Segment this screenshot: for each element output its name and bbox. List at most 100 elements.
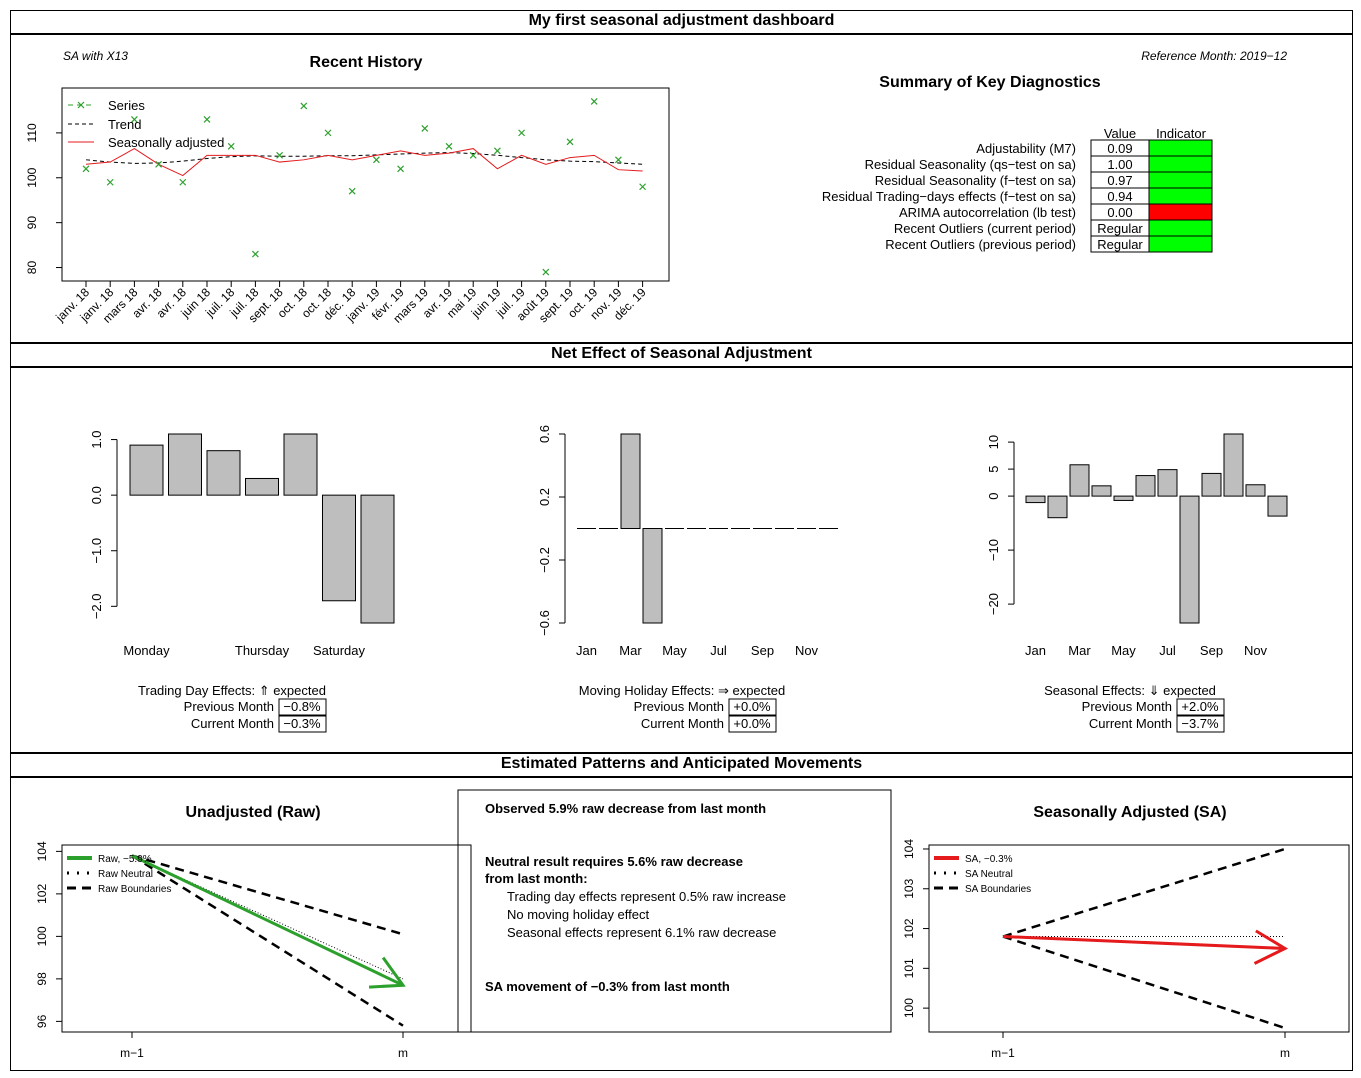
legend-entry: Seasonally adjusted bbox=[108, 135, 224, 150]
seasonal-curr-box bbox=[1176, 715, 1225, 733]
y-tick-label: 5 bbox=[986, 465, 1001, 472]
category-label: Thursday bbox=[235, 643, 290, 658]
y-tick-label: 90 bbox=[25, 216, 39, 230]
legend-entry: Trend bbox=[108, 117, 141, 132]
category-label: Nov bbox=[795, 643, 819, 658]
diagnostics-title: Summary of Key Diagnostics bbox=[879, 74, 1101, 91]
legend-entry: SA Boundaries bbox=[965, 884, 1031, 895]
bar bbox=[1025, 495, 1046, 504]
movement-arrow bbox=[131, 854, 404, 987]
series-point bbox=[276, 151, 284, 159]
plot-frame bbox=[61, 87, 670, 282]
y-tick-label: −0.6 bbox=[537, 610, 552, 636]
y-tick-label: 96 bbox=[35, 1014, 49, 1028]
trading-day-effects-label: Trading Day Effects: ⇑ expected bbox=[138, 683, 326, 698]
diagnostic-label: Residual Trading−days effects (f−test on… bbox=[822, 189, 1076, 204]
category-label: Sep bbox=[1200, 643, 1223, 658]
category-label: Jan bbox=[576, 643, 597, 658]
series-point bbox=[203, 115, 211, 123]
boundary-line-upper bbox=[131, 854, 404, 936]
summary-trading-day: Trading day effects represent 0.5% raw i… bbox=[507, 889, 786, 904]
series-point bbox=[469, 151, 477, 159]
series-point bbox=[130, 115, 138, 123]
series-point bbox=[614, 156, 622, 164]
col-value-header: Value bbox=[1104, 126, 1136, 141]
bar bbox=[206, 450, 241, 496]
series-point bbox=[324, 129, 332, 137]
moving-holiday-curr-box bbox=[728, 715, 777, 733]
x-tick-label: m bbox=[1280, 1046, 1290, 1060]
x-tick-label: m−1 bbox=[991, 1046, 1015, 1060]
diagnostic-value: Regular bbox=[1097, 221, 1143, 236]
diagnostic-indicator bbox=[1148, 139, 1213, 157]
legend-entry: SA Neutral bbox=[965, 869, 1013, 880]
y-tick-label: 100 bbox=[25, 167, 39, 187]
diagnostic-value: 1.00 bbox=[1107, 157, 1132, 172]
seasonal-prev-value: +2.0% bbox=[1181, 699, 1219, 714]
diagnostic-label: Residual Seasonality (f−test on sa) bbox=[875, 173, 1076, 188]
trading-day-curr-value: −0.3% bbox=[283, 716, 321, 731]
diagnostic-label: Residual Seasonality (qs−test on sa) bbox=[865, 157, 1076, 172]
legend-series-marker bbox=[77, 101, 85, 109]
category-label: Nov bbox=[1244, 643, 1268, 658]
y-tick-label: 102 bbox=[902, 918, 916, 938]
diagnostic-value: 0.94 bbox=[1107, 189, 1132, 204]
y-tick-label: 100 bbox=[35, 926, 49, 946]
bar bbox=[1135, 475, 1156, 497]
y-tick-label: 110 bbox=[25, 123, 39, 142]
bar bbox=[1157, 469, 1178, 497]
category-label: May bbox=[662, 643, 687, 658]
series-point bbox=[421, 124, 429, 132]
y-tick-label: −2.0 bbox=[89, 593, 104, 619]
summary-seasonal: Seasonal effects represent 6.1% raw decr… bbox=[507, 925, 776, 940]
series-point bbox=[518, 129, 526, 137]
bar bbox=[1113, 495, 1134, 501]
diagnostic-indicator bbox=[1148, 203, 1213, 221]
y-tick-label: 0.2 bbox=[537, 488, 552, 506]
trading-day-prev-value: −0.8% bbox=[283, 699, 321, 714]
net-effect-title: Net Effect of Seasonal Adjustment bbox=[551, 345, 812, 362]
seasonal-curr-label: Current Month bbox=[1089, 716, 1172, 731]
y-tick-label: −10 bbox=[986, 539, 1001, 561]
series-point bbox=[155, 160, 163, 168]
y-tick-label: 10 bbox=[986, 435, 1001, 449]
category-label: Jul bbox=[710, 643, 727, 658]
y-tick-label: 80 bbox=[25, 261, 39, 275]
category-label: Monday bbox=[123, 643, 170, 658]
trading-day-prev-label: Previous Month bbox=[184, 699, 274, 714]
bar bbox=[1201, 472, 1222, 497]
arrow-head bbox=[1253, 929, 1289, 965]
legend-entry: Series bbox=[108, 98, 145, 113]
summary-observed: Observed 5.9% raw decrease from last mon… bbox=[485, 801, 766, 816]
movement-arrow bbox=[1002, 935, 1286, 950]
top-panel bbox=[10, 33, 1353, 344]
y-tick-label: 103 bbox=[902, 878, 916, 898]
category-label: Saturday bbox=[313, 643, 366, 658]
series-point bbox=[106, 178, 114, 186]
moving-holiday-prev-label: Previous Month bbox=[634, 699, 724, 714]
net-effect-panel bbox=[10, 366, 1353, 754]
header-band: My first seasonal adjustment dashboard bbox=[10, 10, 1353, 35]
diagnostic-indicator bbox=[1148, 235, 1213, 253]
bar bbox=[1223, 433, 1244, 497]
trading-day-curr-box bbox=[278, 715, 327, 733]
diagnostic-label: Recent Outliers (previous period) bbox=[885, 237, 1076, 252]
y-tick-label: 0 bbox=[986, 492, 1001, 499]
bar bbox=[322, 494, 356, 602]
bar bbox=[1047, 495, 1068, 519]
chart-title: Recent History bbox=[310, 54, 423, 71]
patterns-band: Estimated Patterns and Anticipated Movem… bbox=[10, 752, 1353, 778]
diagnostic-value: Regular bbox=[1097, 237, 1143, 252]
category-label: Mar bbox=[1068, 643, 1091, 658]
seasonal-prev-box bbox=[1176, 698, 1225, 716]
category-label: May bbox=[1111, 643, 1136, 658]
series-point bbox=[348, 187, 356, 195]
legend-entry: Raw Neutral bbox=[98, 869, 153, 880]
sa-line bbox=[85, 148, 643, 177]
boundary-line-lower bbox=[1002, 935, 1286, 1030]
x-tick-label: m−1 bbox=[120, 1046, 144, 1060]
bar bbox=[360, 494, 395, 624]
category-label: Sep bbox=[751, 643, 774, 658]
seasonal-prev-label: Previous Month bbox=[1082, 699, 1172, 714]
